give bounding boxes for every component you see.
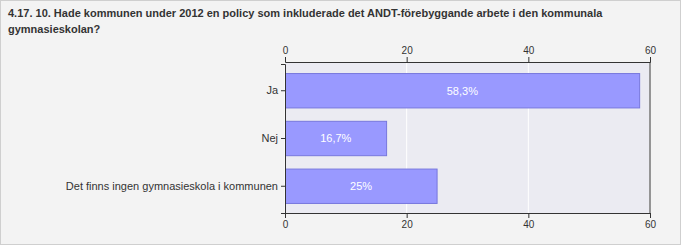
grid — [285, 62, 650, 213]
tick: 20 — [402, 45, 414, 62]
x-top-axis: 0 20 40 60 — [283, 45, 657, 63]
background — [1, 1, 681, 245]
tick-mark — [407, 213, 408, 218]
tick: 60 — [645, 45, 657, 62]
tick-label: 20 — [402, 219, 414, 230]
tick-label: 40 — [523, 219, 535, 230]
tick-mark — [528, 57, 529, 62]
tick: 40 — [523, 45, 535, 62]
tick: Nej — [261, 132, 285, 144]
data-label: 58,3% — [447, 85, 478, 97]
tick-label: 20 — [402, 45, 414, 56]
bars — [285, 74, 640, 204]
plot-area — [285, 62, 650, 213]
tick-label: 40 — [523, 45, 535, 56]
tick: Ja — [266, 84, 285, 96]
axis-line — [286, 214, 651, 219]
tick-mark — [407, 57, 408, 62]
tick-mark — [650, 57, 651, 62]
x-bottom-axis: 0 20 40 60 — [283, 213, 657, 230]
tick-label: 0 — [283, 219, 289, 230]
bar — [285, 121, 387, 155]
tick: 40 — [523, 213, 535, 230]
bar — [285, 74, 640, 108]
tick: 0 — [283, 213, 289, 230]
tick: 0 — [283, 45, 289, 62]
tick-mark — [281, 90, 285, 91]
tick-mark — [528, 213, 529, 218]
tick-label: 60 — [645, 219, 657, 230]
tick-mark — [285, 57, 286, 62]
bar — [285, 169, 437, 203]
y-axis: Ja Nej Det finns ingen gymnasieskola i kom… — [66, 65, 286, 214]
tick-label: Det finns ingen gymnasieskola i kommunen — [66, 180, 278, 192]
tick: 20 — [402, 213, 414, 230]
axis-line — [281, 65, 286, 214]
data-labels: 58,3% 16,7% 25% — [320, 85, 478, 193]
data-label: 16,7% — [320, 132, 351, 144]
tick-label: 0 — [283, 45, 289, 56]
tick: 60 — [645, 213, 657, 230]
tick-label: Nej — [261, 132, 278, 144]
title: 4.17. 10. Hade kommunen under 2012 en po… — [8, 7, 603, 35]
grid-line — [650, 62, 651, 213]
tick-mark — [650, 213, 651, 218]
tick-label: 60 — [645, 45, 657, 56]
data-label: 25% — [350, 180, 372, 192]
frame — [650, 62, 651, 213]
tick-mark — [281, 138, 285, 139]
tick: Det finns ingen gymnasieskola i kommunen — [66, 180, 285, 192]
tick-mark — [281, 186, 285, 187]
tick-label: Ja — [266, 84, 279, 96]
axis-line — [286, 57, 651, 63]
chart: 4.17. 10. Hade kommunen under 2012 en po… — [0, 0, 681, 245]
